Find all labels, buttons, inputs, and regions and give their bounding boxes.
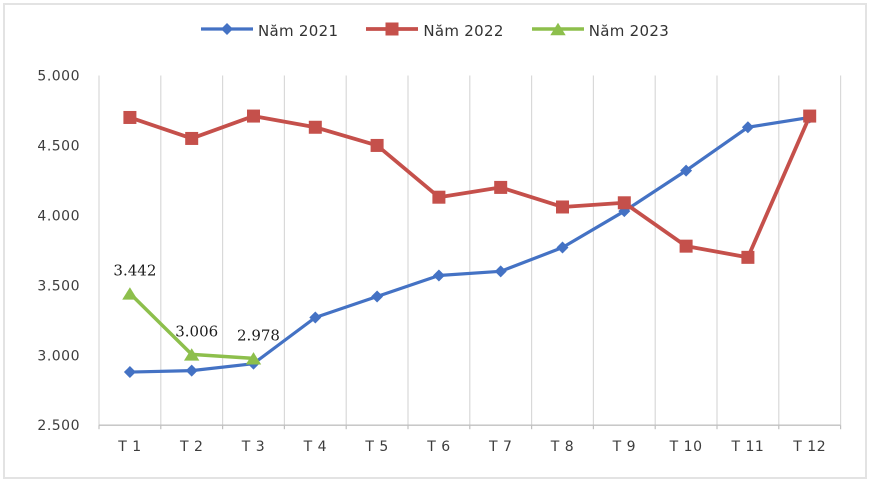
- legend-item-nam-2023[interactable]: Năm 2023: [531, 20, 670, 42]
- legend-label: Năm 2022: [423, 22, 504, 40]
- svg-text:4.500: 4.500: [37, 138, 80, 154]
- svg-text:3.000: 3.000: [37, 348, 80, 364]
- svg-text:3.500: 3.500: [37, 278, 80, 294]
- svg-text:T 8: T 8: [550, 439, 574, 455]
- svg-text:T 6: T 6: [426, 439, 450, 455]
- svg-text:3.006: 3.006: [175, 322, 218, 340]
- svg-text:T 2: T 2: [179, 439, 203, 455]
- svg-text:T 12: T 12: [792, 439, 826, 455]
- svg-text:T 7: T 7: [488, 439, 512, 455]
- svg-text:2.978: 2.978: [237, 326, 280, 344]
- triangle-marker-icon: [531, 20, 584, 42]
- svg-text:3.442: 3.442: [113, 261, 156, 279]
- svg-text:T 10: T 10: [669, 439, 703, 455]
- legend-label: Năm 2023: [588, 22, 670, 40]
- diamond-marker-icon: [200, 20, 253, 42]
- svg-text:4.000: 4.000: [37, 208, 80, 224]
- legend-item-nam-2021[interactable]: Năm 2021: [200, 20, 339, 42]
- svg-text:2.500: 2.500: [37, 418, 80, 434]
- svg-text:T 9: T 9: [612, 439, 636, 455]
- svg-text:5.000: 5.000: [37, 69, 80, 85]
- svg-text:T 5: T 5: [364, 439, 388, 455]
- legend-item-nam-2022[interactable]: Năm 2022: [366, 20, 503, 42]
- chart-legend: Năm 2021 Năm 2022 Năm 2023: [0, 20, 870, 42]
- square-marker-icon: [366, 20, 419, 42]
- svg-text:T 4: T 4: [303, 439, 327, 455]
- legend-label: Năm 2021: [257, 22, 339, 40]
- svg-text:T 3: T 3: [241, 439, 265, 455]
- svg-text:T 1: T 1: [117, 439, 141, 455]
- svg-text:T 11: T 11: [730, 439, 764, 455]
